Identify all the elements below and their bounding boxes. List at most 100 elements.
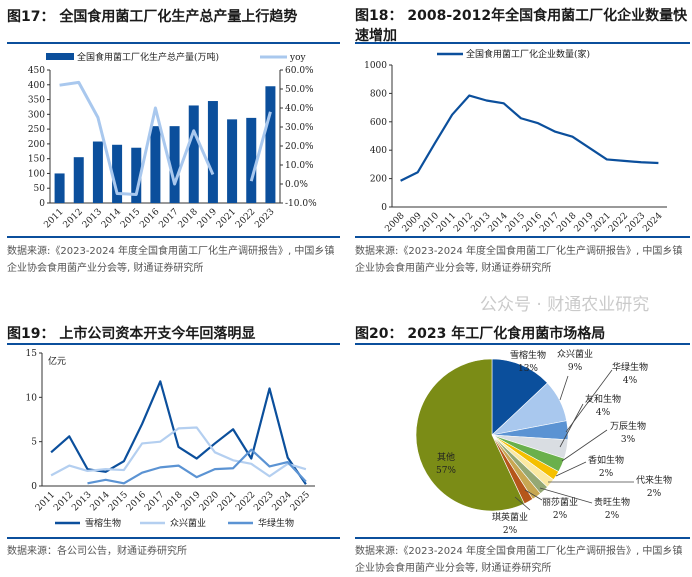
figure-20-source: 数据来源:《2023-2024 年度全国食用菌工厂化生产调研报告》, 中国乡镇企… xyxy=(355,546,683,574)
leader-line xyxy=(559,403,584,448)
pie-label-value: 9% xyxy=(567,363,583,373)
y-tick-label: 450 xyxy=(28,66,45,76)
pie-label-value: 2% xyxy=(646,489,662,499)
y-tick-label: 0 xyxy=(381,203,387,213)
x-tick-label: 2018 xyxy=(177,207,200,230)
pie-label-value: 13% xyxy=(517,364,538,374)
x-tick-label: 2016 xyxy=(138,207,161,230)
pie-label: 贵旺生物 2% xyxy=(592,497,632,523)
x-tick-label: 2024 xyxy=(641,211,664,234)
figure-19-source: 数据来源：各公司公告，财通证券研究所 xyxy=(7,546,187,557)
x-tick-label: 2019 xyxy=(196,207,219,230)
y-tick-label: 250 xyxy=(28,125,45,135)
pie-label-name: 其他 xyxy=(436,453,455,463)
pie-label-value: 4% xyxy=(595,408,611,418)
x-tick-label: 2011 xyxy=(34,490,57,513)
y-tick-label: 100 xyxy=(28,169,45,179)
x-tick-label: 2022 xyxy=(234,207,257,230)
figure-18-source: 数据来源:《2023-2024 年度全国食用菌工厂化生产调研报告》, 中国乡镇企… xyxy=(355,246,683,274)
bar-2014 xyxy=(112,144,123,203)
pie-label: 众兴菌业 9% xyxy=(555,349,595,375)
pie-label: 丽莎菌业 2% xyxy=(540,497,580,523)
x-tick-label: 2017 xyxy=(143,490,166,513)
pie-label-name: 华绿生物 xyxy=(611,363,648,373)
leader-line xyxy=(539,487,593,504)
bar-2022 xyxy=(246,117,257,203)
y-tick-label: 200 xyxy=(370,175,387,185)
leader-line xyxy=(559,375,569,401)
figure-20-title: 图20： 2023 年工厂化食用菌市场格局 xyxy=(355,326,606,342)
pie-label-value: 3% xyxy=(620,435,636,445)
x-tick-label: 2020 xyxy=(198,490,221,513)
pie-label-value: 2% xyxy=(604,511,620,521)
x-tick-label: 2011 xyxy=(42,207,65,230)
figure-17-source: 数据来源:《2023-2024 年度全国食用菌工厂化生产调研报告》, 中国乡镇企… xyxy=(7,246,335,274)
x-tick-label: 2024 xyxy=(271,490,294,513)
pie-label: 琪英菌业 2% xyxy=(490,512,530,538)
divider xyxy=(7,236,340,238)
pie-label: 华绿生物 4% xyxy=(610,362,650,388)
y-tick-label: 350 xyxy=(28,96,45,106)
x-tick-label: 2023 xyxy=(252,490,275,513)
pie-label: 万辰生物 3% xyxy=(608,421,648,447)
pie-label-name: 众兴菌业 xyxy=(556,350,593,360)
pie-label-name: 友和生物 xyxy=(584,395,621,405)
y-tick-label: 50 xyxy=(34,184,46,194)
bar-2019 xyxy=(207,101,218,203)
divider xyxy=(355,42,690,44)
bar-2021 xyxy=(227,119,238,203)
x-tick-label: 2021 xyxy=(215,207,238,230)
line-雪榕生物 xyxy=(50,380,307,485)
y-tick-label: 200 xyxy=(28,140,45,150)
divider xyxy=(7,537,340,539)
leader-line xyxy=(514,496,531,511)
y2-tick-label: 20.0% xyxy=(285,142,314,152)
x-tick-label: 2014 xyxy=(89,490,112,513)
pie-label-name: 丽莎菌业 xyxy=(541,498,578,508)
y2-tick-label: 60.0% xyxy=(285,66,314,76)
bar-2023 xyxy=(265,86,276,203)
pie-label: 雪榕生物 13% xyxy=(508,350,548,376)
pie-label-name: 代来生物 xyxy=(635,476,672,486)
yoy-line xyxy=(249,111,272,182)
legend-label: 众兴菌业 xyxy=(170,517,206,529)
pie-label-name: 香如生物 xyxy=(587,456,624,466)
pie-slice-雪榕生物 xyxy=(491,358,548,436)
y-tick-label: 150 xyxy=(28,155,45,165)
y-tick-label: 300 xyxy=(28,110,45,120)
pie-label-name: 雪榕生物 xyxy=(509,351,546,361)
x-tick-label: 2021 xyxy=(216,490,239,513)
y2-tick-label: 50.0% xyxy=(285,85,314,95)
leader-line xyxy=(555,461,587,477)
divider xyxy=(355,343,690,345)
y-tick-label: 10 xyxy=(26,393,38,403)
x-tick-label: 2022 xyxy=(234,490,257,513)
y-tick-label: 0 xyxy=(31,482,37,492)
legend-label: yoy xyxy=(289,53,307,63)
divider xyxy=(355,236,690,238)
bar-2018 xyxy=(188,105,199,203)
figure-17-title: 图17： 全国食用菌工厂化生产总产量上行趋势 xyxy=(7,9,298,25)
bar-2017 xyxy=(169,126,180,203)
yoy-line xyxy=(59,80,215,196)
y2-tick-label: 0.0% xyxy=(285,180,308,190)
leader-line xyxy=(561,429,608,462)
pie-slice-其他 xyxy=(415,358,525,512)
x-tick-label: 2016 xyxy=(125,490,148,513)
pie-label-value: 2% xyxy=(502,526,518,536)
bar-2012 xyxy=(73,157,84,203)
legend-label: 雪榕生物 xyxy=(85,517,121,529)
y-axis-unit: 亿元 xyxy=(48,355,66,367)
legend-label: 华绿生物 xyxy=(258,517,294,529)
divider xyxy=(7,343,340,345)
pie-label-value: 2% xyxy=(552,511,568,521)
divider xyxy=(7,42,340,44)
bar-2013 xyxy=(92,141,103,203)
y2-tick-label: 30.0% xyxy=(285,123,314,133)
pie-label-value: 57% xyxy=(435,466,456,476)
y2-tick-label: 10.0% xyxy=(285,161,314,171)
y-tick-label: 400 xyxy=(28,81,45,91)
y-tick-label: 5 xyxy=(31,438,37,448)
watermark: 公众号 · 财通农业研究 xyxy=(480,295,650,315)
